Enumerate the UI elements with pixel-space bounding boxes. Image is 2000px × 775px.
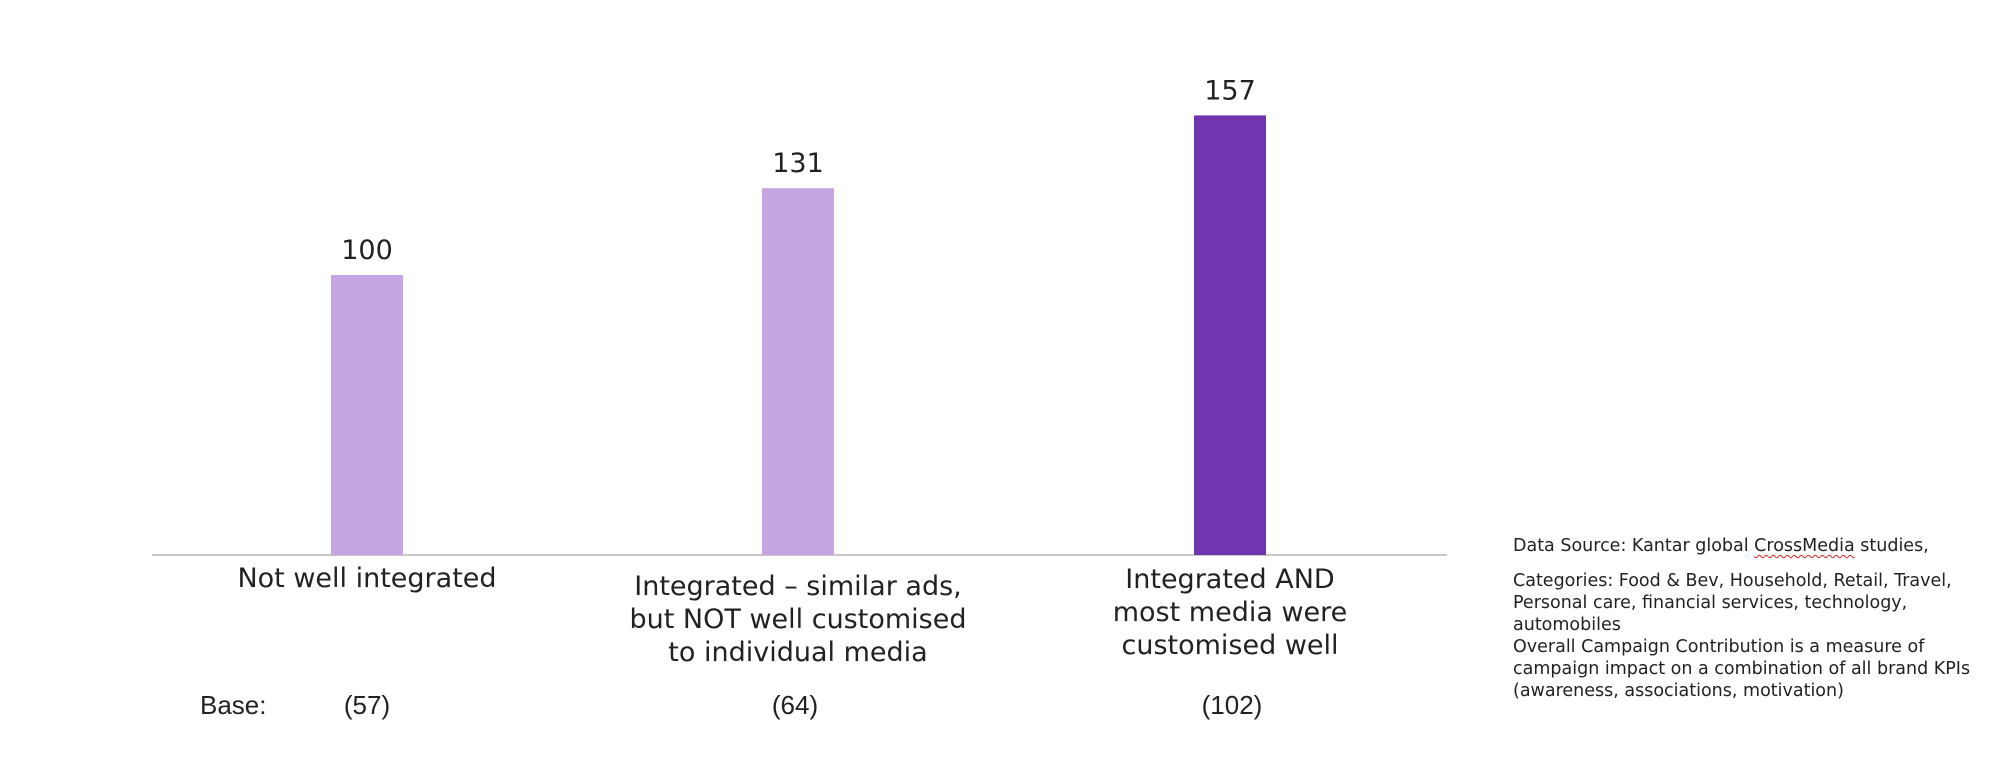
data-label-integrated-similar-ads: 131 — [772, 148, 824, 179]
data-source-prefix: Data Source: Kantar global — [1513, 536, 1755, 556]
base-label: Base: — [200, 690, 267, 720]
data-source-brand: CrossMedia — [1754, 536, 1855, 556]
bar-not-well-integrated — [331, 275, 403, 555]
bars-group — [331, 115, 1266, 556]
chart-notes: Data Source: Kantar global CrossMedia st… — [1513, 535, 1993, 702]
data-labels-group: 100 131 157 — [341, 75, 1256, 266]
category-label-integrated-similar-ads: Integrated – similar ads, but NOT well c… — [629, 571, 967, 668]
data-label-integrated-customised: 157 — [1204, 75, 1256, 106]
data-label-not-well-integrated: 100 — [341, 235, 393, 266]
data-source-suffix: studies, — [1854, 536, 1929, 556]
base-value-integrated-customised: (102) — [1201, 690, 1263, 720]
base-value-integrated-similar-ads: (64) — [771, 690, 819, 720]
bar-integrated-customised — [1194, 115, 1266, 556]
categories-note: Categories: Food & Bev, Household, Retai… — [1513, 571, 1952, 635]
category-label-not-well-integrated: Not well integrated — [237, 563, 497, 594]
base-value-not-well-integrated: (57) — [343, 690, 391, 720]
category-label-integrated-customised: Integrated AND most media were customise… — [1112, 564, 1348, 661]
definition-note: Overall Campaign Contribution is a measu… — [1513, 637, 1971, 701]
data-source-note: Data Source: Kantar global CrossMedia st… — [1513, 535, 1993, 557]
bar-integrated-similar-ads — [762, 188, 834, 555]
